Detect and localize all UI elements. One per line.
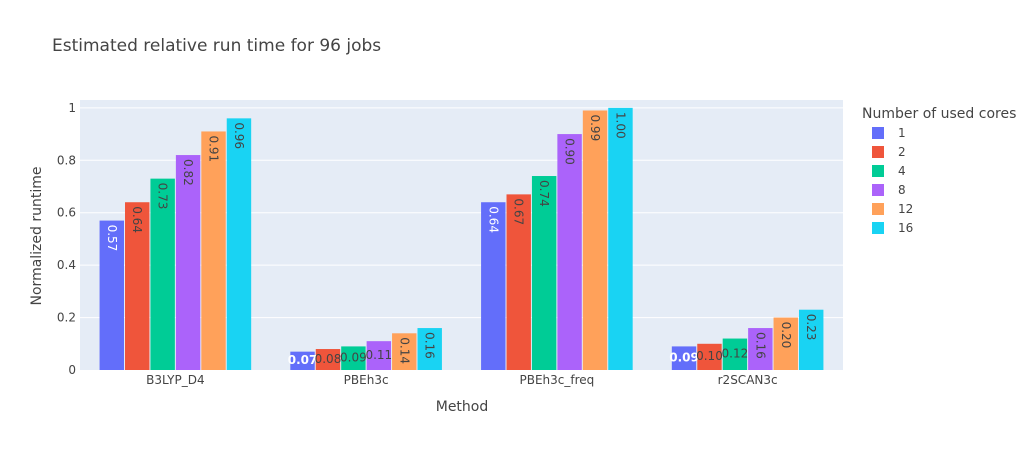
x-axis-title: Method <box>436 399 489 415</box>
data-label: 0.90 <box>563 138 577 165</box>
legend-label: 8 <box>898 183 906 197</box>
x-tick-label: PBEh3c_freq <box>519 373 594 387</box>
bar[interactable] <box>175 155 201 370</box>
data-label: 0.14 <box>397 337 411 364</box>
y-tick-labels: 0 0.2 0.4 0.6 0.8 1 <box>57 101 76 377</box>
legend-swatch <box>872 222 884 234</box>
bar[interactable] <box>99 220 125 370</box>
y-tick-label: 0.4 <box>57 258 76 272</box>
x-tick-label: r2SCAN3c <box>718 373 778 387</box>
bar[interactable] <box>697 343 722 370</box>
data-label: 0.08 <box>315 352 342 366</box>
y-tick-label: 0.8 <box>57 153 76 167</box>
data-label: 0.10 <box>696 349 723 363</box>
legend-swatch <box>872 127 884 139</box>
legend-label: 1 <box>898 126 906 140</box>
data-label: 0.74 <box>537 180 551 207</box>
legend-label: 16 <box>898 221 913 235</box>
bar[interactable] <box>341 346 366 370</box>
x-tick-label: PBEh3c <box>344 373 389 387</box>
bar[interactable] <box>506 194 531 370</box>
bar[interactable] <box>150 178 175 370</box>
bar-labels-group: 0.57 0.07 0.64 0.09 0.64 0.08 0.67 0.10 0.73 0.09… <box>105 112 818 367</box>
x-tick-label: B3LYP_D4 <box>146 373 204 387</box>
data-label: 0.73 <box>156 183 170 210</box>
legend-swatch <box>872 184 884 196</box>
legend-label: 4 <box>898 164 906 178</box>
data-label: 0.64 <box>486 206 500 233</box>
bar[interactable] <box>125 202 150 370</box>
legend-item[interactable]: 1 <box>872 126 906 140</box>
data-label: 0.09 <box>340 351 367 365</box>
legend-item[interactable]: 12 <box>872 202 913 216</box>
data-label: 0.96 <box>232 122 246 149</box>
bar[interactable] <box>290 351 315 370</box>
data-label: 0.12 <box>722 347 749 361</box>
data-label: 0.16 <box>423 332 437 359</box>
legend-item[interactable]: 2 <box>872 145 906 159</box>
bar[interactable] <box>366 341 392 370</box>
legend-item[interactable]: 8 <box>872 183 906 197</box>
data-label: 0.91 <box>207 135 221 162</box>
bar[interactable] <box>608 107 633 370</box>
bars-group <box>99 107 824 370</box>
bar[interactable] <box>722 338 748 370</box>
bar[interactable] <box>773 317 798 370</box>
bar[interactable] <box>417 328 442 370</box>
legend-title: Number of used cores <box>862 106 1016 122</box>
legend-swatch <box>872 165 884 177</box>
legend-label: 12 <box>898 202 913 216</box>
bar[interactable] <box>315 349 341 370</box>
bar[interactable] <box>226 118 252 370</box>
bar[interactable] <box>531 176 557 370</box>
data-label: 0.11 <box>365 348 392 362</box>
bar[interactable] <box>798 309 824 370</box>
data-label: 1.00 <box>613 112 627 139</box>
data-label: 0.09 <box>669 351 699 365</box>
bar[interactable] <box>748 328 773 370</box>
data-label: 0.23 <box>804 314 818 341</box>
bar[interactable] <box>392 333 417 370</box>
data-label: 0.57 <box>105 225 119 252</box>
data-label: 0.67 <box>512 198 526 225</box>
bar[interactable] <box>582 110 608 370</box>
data-label: 0.16 <box>753 332 767 359</box>
legend-swatch <box>872 203 884 215</box>
y-axis-title: Normalized runtime <box>29 167 45 306</box>
chart-title: Estimated relative run time for 96 jobs <box>52 36 381 56</box>
bar[interactable] <box>557 134 582 370</box>
data-label: 0.82 <box>181 159 195 186</box>
legend-label: 2 <box>898 145 906 159</box>
legend-item[interactable]: 4 <box>872 164 906 178</box>
data-label: 0.20 <box>779 322 793 349</box>
y-tick-label: 1 <box>68 101 76 115</box>
data-label: 0.64 <box>130 206 144 233</box>
y-tick-label: 0.2 <box>57 311 76 325</box>
y-tick-label: 0.6 <box>57 206 76 220</box>
legend-swatch <box>872 146 884 158</box>
bar[interactable] <box>201 131 226 370</box>
legend-item[interactable]: 16 <box>872 221 913 235</box>
bar[interactable] <box>481 202 506 370</box>
data-label: 0.99 <box>588 114 602 141</box>
bar[interactable] <box>671 346 697 370</box>
x-tick-labels: B3LYP_D4 PBEh3c PBEh3c_freq r2SCAN3c <box>146 373 777 387</box>
data-label: 0.07 <box>288 353 318 367</box>
y-tick-label: 0 <box>68 363 76 377</box>
